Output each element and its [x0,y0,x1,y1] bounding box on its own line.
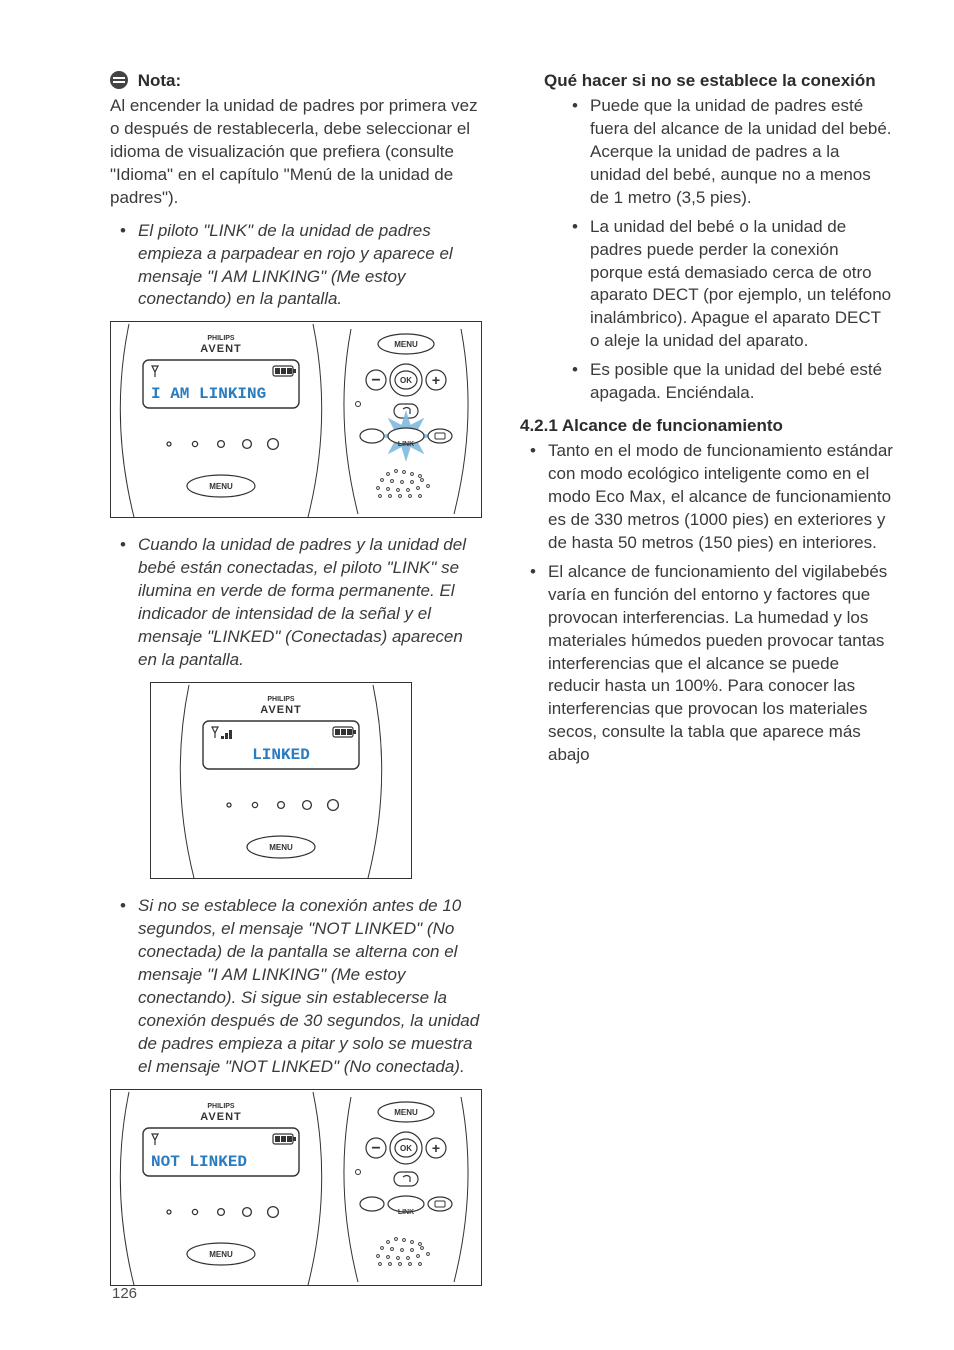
svg-text:AVENT: AVENT [260,704,301,716]
svg-text:+: + [432,372,440,388]
section-que-hacer: Qué hacer si no se establece la conexión… [520,70,894,405]
svg-text:AVENT: AVENT [200,343,241,355]
svg-text:−: − [371,372,380,389]
sect421-item-2: El alcance de funcionamiento del vigilab… [530,561,894,767]
svg-text:AVENT: AVENT [200,1111,241,1123]
bullet-link-blinks: El piloto "LINK" de la unidad de padres … [120,220,484,312]
note-body: Al encender la unidad de padres por prim… [110,95,484,210]
svg-text:LINK: LINK [398,441,414,448]
note-icon [110,71,128,89]
figure-linked: PHILIPSAVENT LINKED MENU [150,682,412,879]
svg-text:MENU: MENU [209,482,233,491]
svg-text:LINKED: LINKED [252,746,310,764]
section-421: 4.2.1 Alcance de funcionamiento Tanto en… [520,415,894,767]
svg-text:I AM LINKING: I AM LINKING [151,385,266,403]
section-item-3: Es posible que la unidad del bebé esté a… [572,359,894,405]
figure-not-linked: PHILIPSAVENT NOT LINKED MENU MENU OK − + LINK [110,1089,482,1286]
svg-text:OK: OK [400,376,412,385]
sect421-item-1: Tanto en el modo de funcionamiento están… [530,440,894,555]
figure-i-am-linking: PHILIPSAVENT I AM LINKING MENU MENU OK − + LINK [110,321,482,518]
section-title: Qué hacer si no se establece la conexión [544,70,894,93]
section-item-2: La unidad del bebé o la unidad de padres… [572,216,894,354]
svg-text:PHILIPS: PHILIPS [267,696,295,703]
svg-text:MENU: MENU [209,1250,233,1259]
svg-text:PHILIPS: PHILIPS [207,1103,235,1110]
note-block: Nota: Al encender la unidad de padres po… [110,70,484,210]
svg-text:MENU: MENU [269,843,293,852]
section-item-1: Puede que la unidad de padres esté fuera… [572,95,894,210]
svg-text:LINK: LINK [398,1209,414,1216]
sect421-title: 4.2.1 Alcance de funcionamiento [520,415,894,438]
svg-text:OK: OK [400,1144,412,1153]
bullet-not-linked: Si no se establece la conexión antes de … [120,895,484,1079]
svg-text:MENU: MENU [394,1108,418,1117]
svg-text:−: − [371,1140,380,1157]
page-number: 126 [112,1284,137,1304]
svg-text:+: + [432,1140,440,1156]
svg-text:MENU: MENU [394,340,418,349]
svg-text:PHILIPS: PHILIPS [207,335,235,342]
bullet-linked-green: Cuando la unidad de padres y la unidad d… [120,534,484,672]
note-heading: Nota: [138,71,181,90]
svg-text:NOT LINKED: NOT LINKED [151,1153,247,1171]
